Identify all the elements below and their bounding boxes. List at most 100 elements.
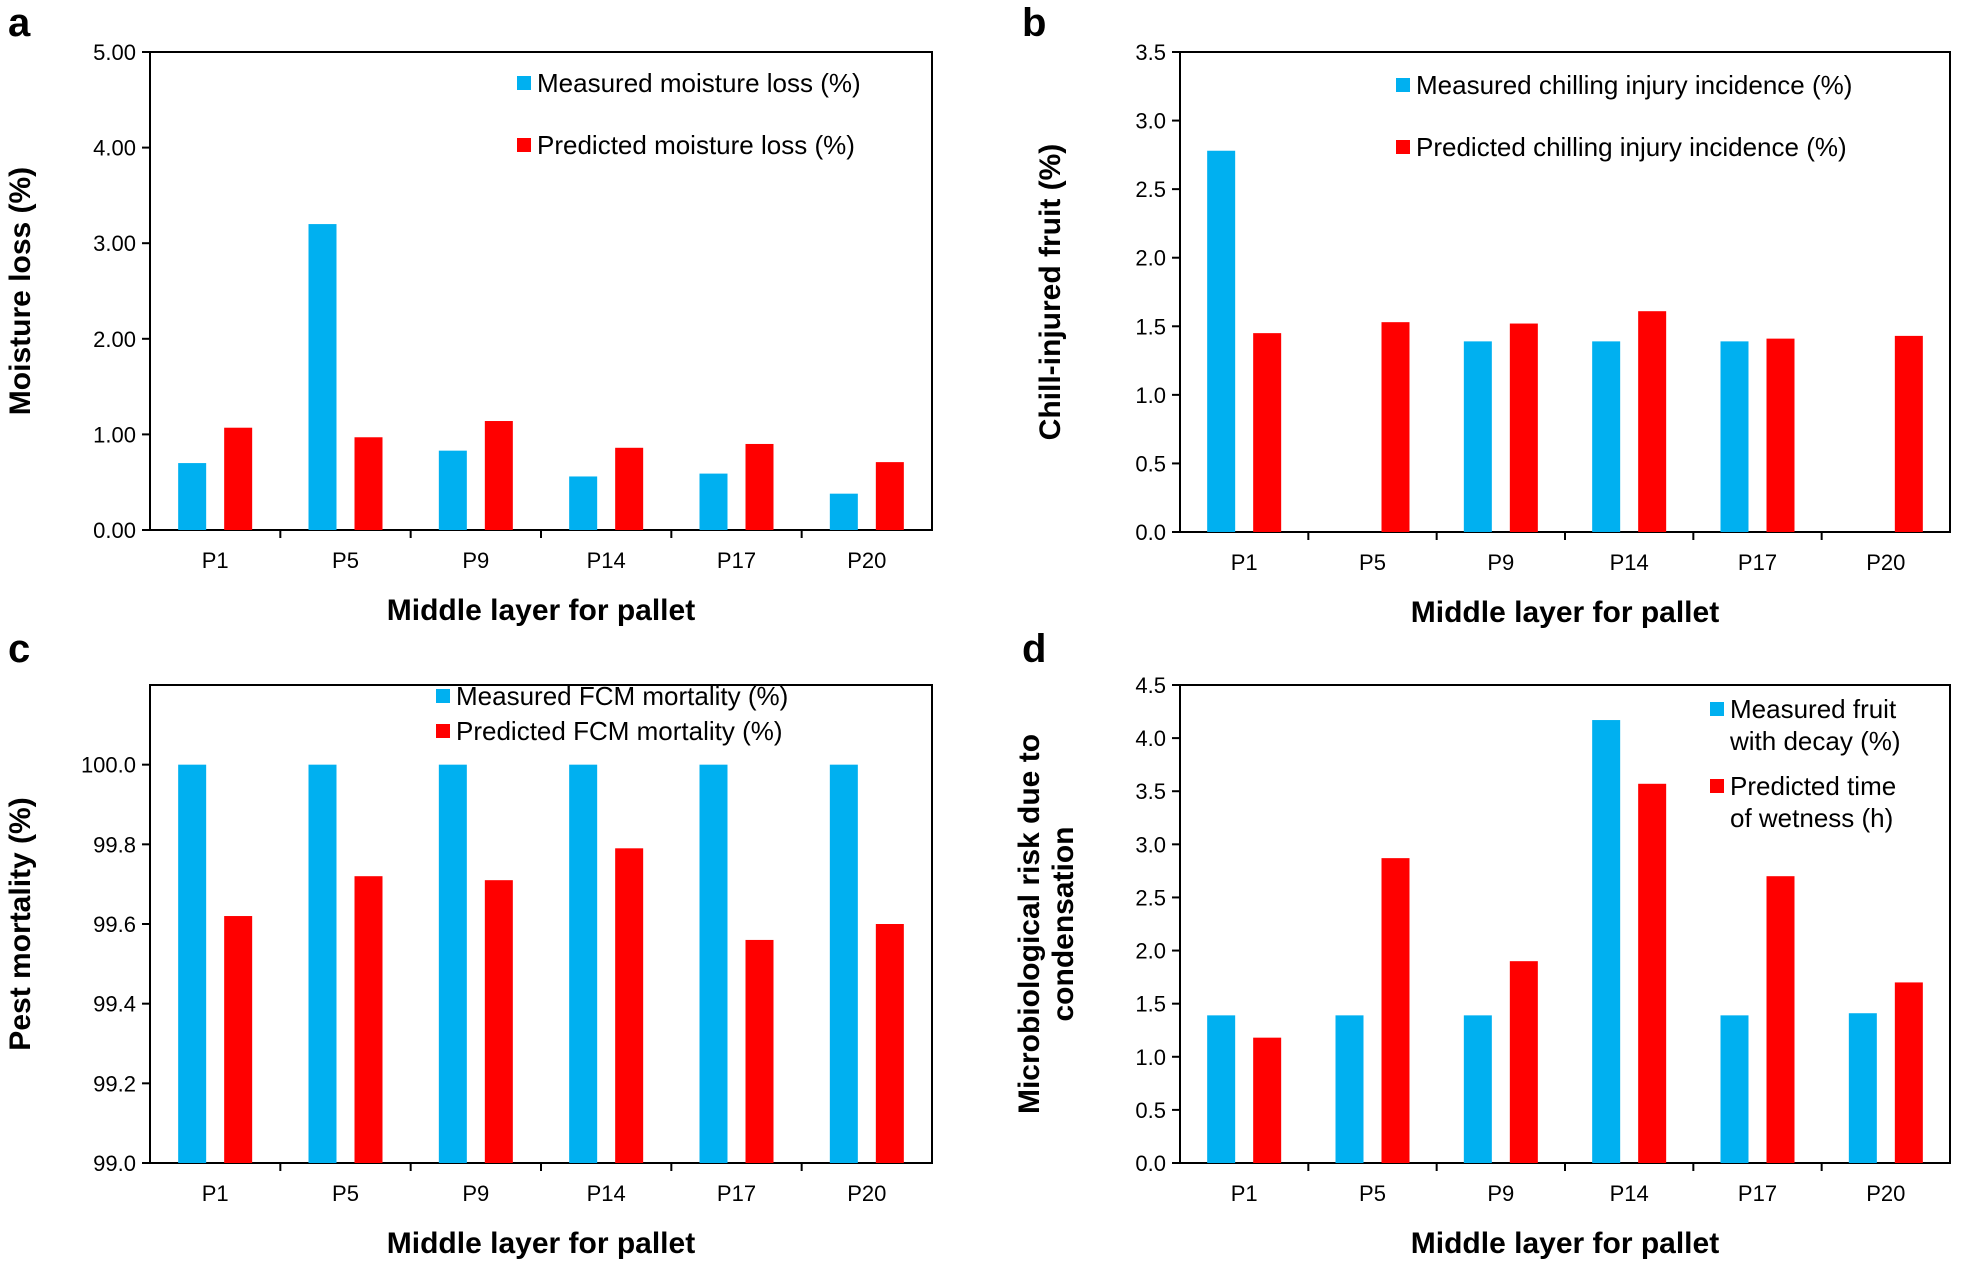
legend-label: Predicted FCM mortality (%) bbox=[456, 716, 783, 746]
predicted-bar-P17 bbox=[1766, 338, 1795, 532]
legend-swatch bbox=[436, 689, 450, 703]
measured-bar-P20 bbox=[829, 764, 858, 1163]
measured-bar-P1 bbox=[1207, 1015, 1236, 1163]
legend-swatch bbox=[517, 138, 531, 152]
measured-bar-P1 bbox=[178, 764, 207, 1163]
measured-bar-P14 bbox=[1592, 720, 1621, 1163]
legend-swatch bbox=[517, 76, 531, 90]
measured-bar-P5 bbox=[308, 224, 337, 530]
y-tick-label: 1.0 bbox=[1135, 383, 1166, 408]
x-tick-label: P14 bbox=[1610, 550, 1649, 575]
x-axis-title: Middle layer for pallet bbox=[387, 1227, 695, 1260]
chart-panel-b: b 0.0 0.5 1.0 1.5 2.0 2.5 3.0 3.5 P1 P5 P9 P14 P17 P20… bbox=[1022, 1, 1951, 629]
x-tick-label: P1 bbox=[202, 548, 229, 573]
y-tick-label: 99.4 bbox=[93, 992, 136, 1017]
y-tick-label: 5.00 bbox=[93, 40, 136, 65]
x-tick-label: P9 bbox=[1487, 550, 1514, 575]
predicted-bar-P1 bbox=[1253, 1037, 1282, 1163]
y-tick-label: 4.00 bbox=[93, 136, 136, 161]
y-axis-title: Microbiological risk due to bbox=[1013, 734, 1046, 1114]
legend-label: Predicted chilling injury incidence (%) bbox=[1416, 132, 1847, 162]
x-tick-label: P9 bbox=[1487, 1181, 1514, 1206]
y-tick-label: 2.5 bbox=[1135, 885, 1166, 910]
measured-bar-P17 bbox=[1720, 341, 1749, 532]
x-axis-title: Middle layer for pallet bbox=[1411, 1227, 1719, 1260]
measured-bar-P9 bbox=[438, 764, 467, 1163]
legend-label: Measured FCM mortality (%) bbox=[456, 681, 788, 711]
measured-bar-P20 bbox=[829, 493, 858, 530]
x-tick-label: P20 bbox=[847, 548, 886, 573]
measured-bar-P20 bbox=[1848, 1013, 1877, 1163]
predicted-bar-P20 bbox=[1894, 982, 1923, 1163]
y-tick-label: 3.0 bbox=[1135, 109, 1166, 134]
x-tick-label: P9 bbox=[462, 1181, 489, 1206]
x-tick-label: P5 bbox=[1359, 1181, 1386, 1206]
measured-bar-P14 bbox=[569, 764, 598, 1163]
predicted-bar-P17 bbox=[1766, 876, 1795, 1163]
x-tick-label: P1 bbox=[202, 1181, 229, 1206]
measured-bar-P17 bbox=[699, 764, 728, 1163]
x-tick-label: P14 bbox=[587, 548, 626, 573]
measured-bar-P17 bbox=[1720, 1015, 1749, 1163]
measured-bar-P5 bbox=[308, 764, 337, 1163]
predicted-bar-P5 bbox=[354, 876, 383, 1163]
measured-bar-P14 bbox=[569, 476, 598, 530]
predicted-bar-P17 bbox=[745, 939, 774, 1163]
y-tick-label: 4.5 bbox=[1135, 673, 1166, 698]
y-tick-label: 2.0 bbox=[1135, 939, 1166, 964]
y-tick-label: 2.00 bbox=[93, 327, 136, 352]
predicted-bar-P1 bbox=[1253, 333, 1282, 532]
chart-panel-a: a 0.00 1.00 2.00 3.00 4.00 5.00 P1 P5 P9 P14 P17 P20… bbox=[4, 1, 933, 627]
legend-swatch bbox=[1396, 140, 1410, 154]
y-tick-label: 1.5 bbox=[1135, 314, 1166, 339]
y-tick-label: 2.0 bbox=[1135, 246, 1166, 271]
y-axis-title: condensation bbox=[1047, 826, 1080, 1021]
plot-area-frame bbox=[149, 684, 933, 1164]
legend-swatch bbox=[1710, 779, 1724, 793]
y-axis-title: Pest mortality (%) bbox=[4, 797, 37, 1050]
measured-bar-P1 bbox=[1207, 150, 1236, 532]
predicted-bar-P5 bbox=[1381, 858, 1410, 1163]
y-tick-label: 0.0 bbox=[1135, 1151, 1166, 1176]
predicted-bar-P14 bbox=[1638, 783, 1667, 1163]
legend-label: Predicted time bbox=[1730, 771, 1896, 801]
y-tick-label: 3.00 bbox=[93, 231, 136, 256]
predicted-bar-P9 bbox=[1509, 961, 1538, 1163]
x-tick-label: P17 bbox=[717, 548, 756, 573]
x-tick-label: P17 bbox=[717, 1181, 756, 1206]
predicted-bar-P14 bbox=[615, 447, 644, 530]
legend-label: Measured chilling injury incidence (%) bbox=[1416, 70, 1852, 100]
x-tick-label: P5 bbox=[332, 1181, 359, 1206]
panel-letter: c bbox=[8, 627, 30, 671]
measured-bar-P9 bbox=[438, 450, 467, 530]
chart-panel-c: c 99.0 99.2 99.4 99.6 99.8 100.0 P1 P5 P9 P14 P17 P2… bbox=[4, 627, 933, 1260]
y-axis-title: Chill-injured fruit (%) bbox=[1034, 144, 1067, 441]
panel-letter: a bbox=[8, 1, 31, 45]
x-tick-label: P1 bbox=[1231, 550, 1258, 575]
predicted-bar-P20 bbox=[1894, 335, 1923, 532]
y-tick-label: 3.5 bbox=[1135, 40, 1166, 65]
predicted-bar-P17 bbox=[745, 443, 774, 530]
x-tick-label: P9 bbox=[462, 548, 489, 573]
x-tick-label: P14 bbox=[587, 1181, 626, 1206]
measured-bar-P9 bbox=[1463, 1015, 1492, 1163]
x-tick-label: P20 bbox=[847, 1181, 886, 1206]
plot-area-frame bbox=[1179, 684, 1951, 1164]
plot-area-frame bbox=[1179, 51, 1951, 533]
predicted-bar-P20 bbox=[875, 924, 904, 1163]
predicted-bar-P1 bbox=[224, 916, 253, 1163]
x-tick-label: P14 bbox=[1610, 1181, 1649, 1206]
y-tick-label: 0.0 bbox=[1135, 520, 1166, 545]
panel-letter: b bbox=[1022, 1, 1046, 45]
predicted-bar-P9 bbox=[1509, 323, 1538, 532]
x-axis-title: Middle layer for pallet bbox=[387, 594, 695, 627]
y-tick-label: 100.0 bbox=[81, 753, 136, 778]
legend-label: Measured fruit bbox=[1730, 694, 1897, 724]
y-tick-label: 99.6 bbox=[93, 912, 136, 937]
predicted-bar-P9 bbox=[484, 880, 513, 1163]
predicted-bar-P1 bbox=[224, 427, 253, 530]
legend-swatch bbox=[1710, 702, 1724, 716]
predicted-bar-P14 bbox=[1638, 311, 1667, 532]
predicted-bar-P5 bbox=[354, 437, 383, 530]
x-tick-label: P20 bbox=[1866, 1181, 1905, 1206]
